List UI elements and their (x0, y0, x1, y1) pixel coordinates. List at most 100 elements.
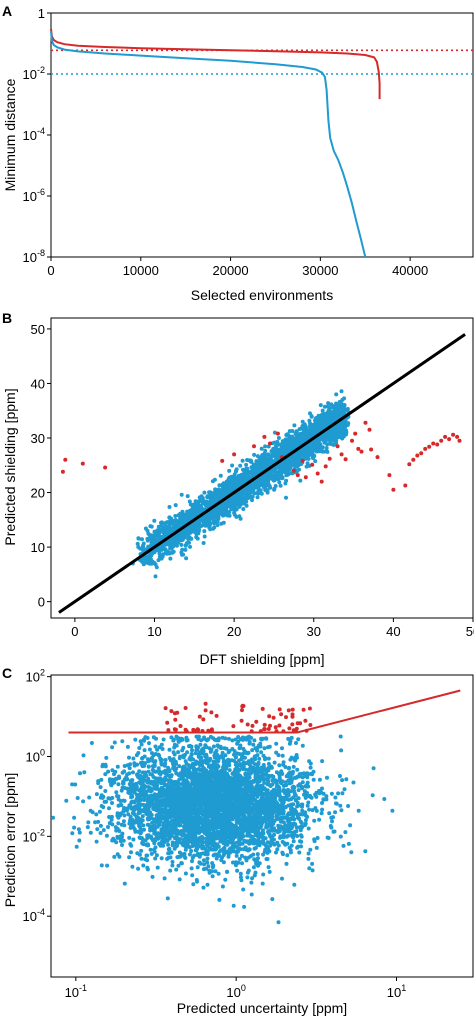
panel-b-point-red (353, 431, 358, 436)
panel-b-point-blue (152, 550, 157, 555)
panel-b-point-blue (185, 509, 190, 514)
panel-b-point-blue (157, 531, 162, 536)
panel-b-point-blue (282, 468, 287, 473)
panel-a-ytick-label: 1 (38, 6, 45, 21)
panel-b-point-blue (178, 511, 183, 516)
panel-b-point-blue (320, 412, 325, 417)
panel-b-point-blue (212, 477, 217, 482)
panel-b-point-blue (136, 545, 141, 549)
panel-b-point-blue (327, 408, 331, 413)
panel-c-point-blue (294, 741, 298, 745)
panel-b-point-blue (239, 472, 244, 477)
panel-b-point-blue (150, 559, 155, 564)
panel-b-point-blue (309, 443, 314, 448)
panel-b-point-blue (232, 510, 237, 515)
panel-c-point-blue (104, 833, 109, 838)
panel-b-point-blue (221, 520, 226, 525)
panel-b-point-blue (169, 517, 174, 522)
panel-c-point-blue (339, 748, 344, 753)
panel-b-point-blue (244, 462, 249, 467)
panel-b-point-blue (320, 449, 325, 454)
panel-b-point-blue (240, 500, 245, 505)
panel-b-point-blue (188, 525, 193, 530)
panel-a-ytick-label: 10-6 (23, 187, 45, 204)
panel-c-point-blue (310, 868, 315, 873)
panel-b-point-blue (191, 512, 196, 517)
panel-b-point-blue (147, 533, 152, 538)
panel-c-xtick-label: 10-1 (65, 983, 87, 1000)
panel-b-point-blue (201, 541, 206, 545)
panel-c-point-blue (363, 849, 368, 854)
panel-b-point-blue (290, 429, 295, 433)
panel-b-point-blue (214, 512, 219, 517)
panel-c-point-blue (180, 748, 185, 753)
panel-c-point-blue (266, 756, 271, 761)
panel-b-point-blue (199, 494, 204, 499)
panel-c-point-blue (267, 869, 272, 874)
panel-b-point-blue (208, 527, 213, 532)
panel-b-point-blue (153, 532, 158, 537)
panel-b-point-blue (318, 403, 323, 408)
panel-a-ytick-label: 10-4 (23, 126, 45, 143)
panel-b-point-blue (270, 450, 275, 455)
panel-c-point-blue (140, 814, 145, 819)
panel-b-point-red (291, 468, 296, 473)
panel-b-point-blue (286, 469, 291, 474)
panel-c-point-blue (122, 813, 127, 818)
panel-b-point-blue (244, 472, 249, 477)
panel-c-point-blue (198, 742, 203, 747)
panel-c-point-blue (107, 806, 111, 811)
panel-b-point-red (268, 441, 272, 446)
panel-b-point-blue (230, 463, 235, 468)
panel-b-point-blue (241, 507, 246, 511)
panel-c-point-blue (110, 795, 115, 800)
panel-b-point-blue (229, 480, 234, 485)
panel-b-point-blue (272, 487, 277, 492)
panel-b-point-blue (304, 426, 309, 431)
panel-b-point-blue (307, 418, 312, 423)
panel-b-point-red (435, 442, 440, 447)
panel-b-point-blue (317, 425, 322, 430)
panel-c-point-blue (338, 774, 342, 778)
panel-b-ytick-label: 30 (31, 431, 45, 446)
panel-b-point-blue (264, 459, 269, 464)
panel-b-point-red (431, 441, 436, 446)
panel-b-point-blue (326, 401, 331, 406)
panel-c-point-blue (89, 741, 94, 745)
panel-b-point-blue (251, 488, 255, 492)
panel-b-point-blue (167, 523, 172, 528)
panel-b-point-blue (262, 451, 267, 456)
panel-b-point-blue (166, 528, 171, 532)
panel-b-point-blue (197, 523, 202, 528)
panel-b-point-blue (297, 459, 301, 464)
panel-b-point-blue (204, 518, 209, 523)
panel-b-point-blue (276, 475, 281, 480)
panel-b-point-blue (238, 463, 243, 468)
panel-c-xtick-label: 100 (226, 983, 245, 1000)
panel-c-point-blue (101, 805, 106, 810)
panel-b-point-blue (241, 467, 245, 472)
panel-c-point-blue (190, 859, 194, 864)
panel-c-point-blue (264, 770, 269, 775)
panel-b-xtick-label: 50 (466, 624, 474, 639)
panel-c-point-blue (153, 744, 158, 749)
panel-b-point-blue (141, 562, 146, 567)
panel-b-point-blue (285, 440, 290, 445)
panel-b-point-blue (276, 442, 281, 447)
panel-b-point-red (423, 446, 428, 451)
panel-b-point-blue (263, 444, 268, 449)
panel-b-point-blue (174, 543, 179, 548)
panel-b-point-blue (207, 490, 212, 495)
panel-b-diagonal-line (58, 333, 466, 614)
panel-b-point-blue (235, 502, 240, 507)
panel-b-point-blue (153, 574, 158, 579)
panel-b-point-blue (194, 531, 199, 536)
panel-a-ylabel: Minimum distance (2, 78, 18, 191)
panel-b-point-blue (218, 473, 223, 478)
panel-b-point-red (300, 458, 305, 463)
panel-b-point-blue (320, 408, 325, 413)
panel-b-point-blue (197, 506, 202, 511)
panel-b-point-blue (208, 502, 213, 507)
panel-c-point-blue (125, 744, 130, 749)
panel-c-point-blue (249, 880, 254, 885)
